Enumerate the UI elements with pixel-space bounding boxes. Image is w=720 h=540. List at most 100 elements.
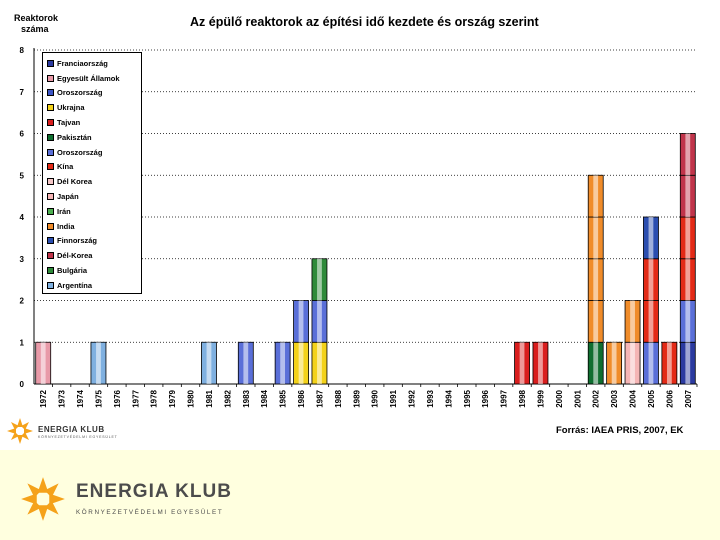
- legend-swatch: [47, 252, 54, 260]
- legend-item: Oroszország: [47, 145, 141, 160]
- legend-swatch: [47, 148, 54, 156]
- bar-segment-stripe: [206, 342, 212, 384]
- legend-swatch: [47, 207, 54, 215]
- bar-segment-stripe: [519, 342, 525, 384]
- y-tick-label: 0: [20, 380, 25, 389]
- bar-segment-stripe: [243, 342, 249, 384]
- x-tick-label: 2004: [629, 389, 638, 407]
- legend-item: Dél Korea: [47, 174, 141, 189]
- legend-label: Dél-Korea: [57, 251, 93, 261]
- bar-segment-stripe: [648, 300, 654, 343]
- bar-segment-stripe: [593, 217, 599, 259]
- bar-segment-stripe: [685, 217, 691, 259]
- header-logo-tagline: KÖRNYEZETVÉDELMI EGYESÜLET: [38, 435, 118, 439]
- y-axis-title-line2: száma: [21, 24, 49, 34]
- grid-lines: [34, 49, 697, 343]
- legend-swatch: [47, 178, 54, 186]
- bar-segment-stripe: [593, 300, 599, 343]
- legend-item: Ukrajna: [47, 100, 141, 115]
- y-tick-labels: 0 1 2 3 4 5 6 7 8: [20, 46, 25, 389]
- bar-segment-stripe: [538, 342, 543, 384]
- bar-segment-stripe: [630, 342, 635, 384]
- x-tick-label: 1981: [205, 389, 214, 407]
- legend-swatch: [47, 104, 54, 112]
- legend-label: Kína: [57, 162, 74, 172]
- bar-segment-stripe: [593, 342, 599, 384]
- x-tick-label: 1985: [279, 389, 288, 407]
- legend-swatch: [47, 119, 54, 127]
- x-tick-label: 1996: [481, 389, 490, 407]
- legend-item: Irán: [47, 204, 141, 219]
- legend-item: Finnország: [47, 234, 141, 249]
- legend-item: Pakisztán: [47, 130, 141, 145]
- y-tick-label: 5: [20, 171, 25, 180]
- footer-band: ENERGIA KLUB KÖRNYEZETVÉDELMI EGYESÜLET: [0, 450, 720, 540]
- x-tick-label: 2005: [647, 389, 656, 407]
- legend-item: Bulgária: [47, 263, 141, 278]
- sunburst-logo-icon: [21, 477, 65, 521]
- x-tick-label: 1988: [334, 389, 343, 407]
- footer-logo: ENERGIA KLUB KÖRNYEZETVÉDELMI EGYESÜLET: [18, 472, 278, 528]
- chart-legend: Franciaország Egyesült Államok Oroszország…: [42, 52, 142, 294]
- bar-segment-stripe: [685, 175, 691, 217]
- legend-swatch: [47, 133, 54, 141]
- y-tick-label: 2: [20, 297, 25, 306]
- legend-swatch: [47, 163, 54, 171]
- x-tick-label: 1992: [408, 389, 417, 407]
- legend-item: Argentína: [47, 278, 141, 293]
- x-tick-label: 1973: [58, 389, 67, 407]
- y-tick-label: 4: [20, 213, 25, 222]
- legend-item: Dél-Korea: [47, 248, 141, 263]
- footer-logo-tagline: KÖRNYEZETVÉDELMI EGYESÜLET: [76, 509, 224, 516]
- x-tick-label: 1972: [39, 389, 48, 407]
- x-tick-label: 1977: [131, 389, 140, 407]
- y-tick-label: 7: [20, 88, 25, 97]
- header-logo: ENERGIA KLUB KÖRNYEZETVÉDELMI EGYESÜLET: [4, 414, 174, 448]
- legend-label: Bulgária: [57, 266, 88, 276]
- bar-segment-stripe: [685, 300, 691, 343]
- legend-label: Ukrajna: [57, 103, 85, 113]
- x-tick-label: 1995: [463, 389, 472, 407]
- x-tick-label: 1989: [352, 389, 361, 407]
- bar-segment-stripe: [685, 133, 691, 176]
- legend-swatch: [47, 59, 54, 67]
- legend-label: Dél Korea: [57, 177, 93, 187]
- x-tick-label: 2000: [555, 389, 564, 407]
- chart-title: Az épülő reaktorok az építési idő kezdet…: [190, 15, 539, 29]
- x-tick-label: 2007: [684, 389, 693, 407]
- x-tick-label: 1991: [389, 389, 398, 407]
- x-tick-label: 1978: [150, 389, 159, 407]
- bar-segment-stripe: [280, 342, 286, 384]
- x-tick-label: 2002: [592, 389, 601, 407]
- source-note: Forrás: IAEA PRIS, 2007, EK: [556, 425, 684, 436]
- x-tick-label: 1974: [76, 389, 85, 407]
- bar-segment-stripe: [648, 258, 654, 301]
- x-tick-label: 1975: [94, 389, 103, 407]
- legend-item: India: [47, 219, 141, 234]
- legend-item: Kína: [47, 160, 141, 175]
- x-tick-label: 1986: [297, 389, 306, 407]
- legend-swatch: [47, 267, 54, 275]
- y-tick-label: 6: [20, 130, 25, 139]
- x-tick-label: 1984: [260, 389, 269, 407]
- bar-segment-stripe: [40, 342, 46, 384]
- bar-segment-stripe: [685, 258, 691, 301]
- x-tick-label: 1993: [426, 389, 435, 407]
- y-tick-label: 8: [20, 46, 25, 55]
- bar-segment-stripe: [317, 300, 322, 343]
- bar-segment-stripe: [648, 217, 654, 259]
- legend-item: Oroszország: [47, 86, 141, 101]
- legend-label: Japán: [57, 192, 79, 202]
- bar-segment-stripe: [648, 342, 654, 384]
- bar-segment-stripe: [96, 342, 101, 384]
- legend-label: Oroszország: [57, 88, 103, 98]
- legend-item: Egyesült Államok: [47, 71, 141, 86]
- x-tick-label: 1976: [113, 389, 122, 407]
- legend-label: Pakisztán: [57, 132, 92, 142]
- y-axis-title: Reaktorok száma: [14, 13, 74, 35]
- legend-swatch: [47, 74, 54, 82]
- bar-segment-stripe: [630, 300, 635, 343]
- legend-swatch: [47, 281, 54, 289]
- legend-label: Argentína: [57, 280, 93, 290]
